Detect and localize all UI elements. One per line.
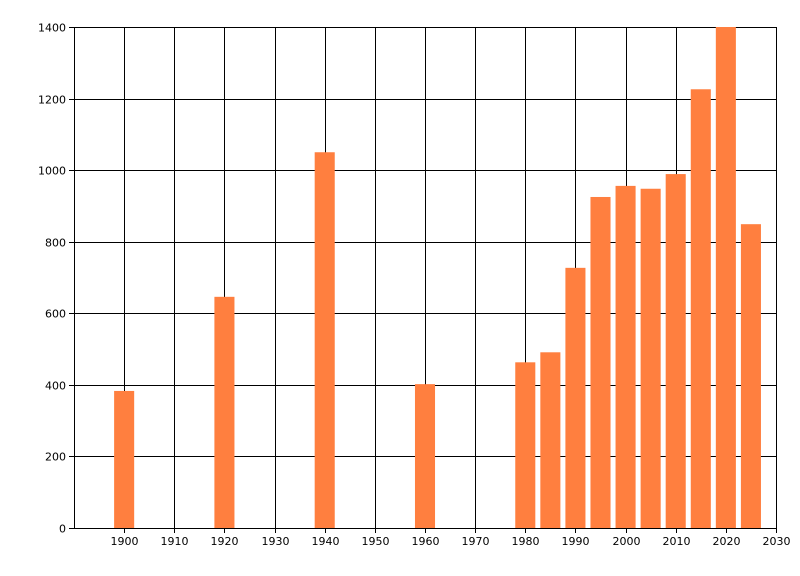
bar-2015 [690,89,711,528]
x-tick-label: 1900 [111,535,139,548]
x-tick-label: 1990 [562,535,590,548]
y-tick-label: 800 [45,237,66,250]
bar-1960 [414,384,436,528]
x-tick-label: 1950 [362,535,390,548]
x-tick-label: 2020 [713,535,741,548]
bar-1990 [565,267,586,528]
y-tick-label: 1000 [38,165,66,178]
y-tick-label: 600 [45,308,66,321]
x-tick-label: 2000 [613,535,641,548]
x-tick-label: 2030 [763,535,791,548]
bar-1920 [214,296,235,528]
bar-2025 [740,224,761,528]
y-tick-label: 400 [45,380,66,393]
x-tick-label: 1920 [211,535,239,548]
bar-2010 [665,174,686,528]
x-tick-label: 1970 [462,535,490,548]
bar-1900 [114,390,135,528]
x-axis-ticks: 1900 1910 1920 1930 1940 1950 1960 1970 1980 1990… [111,535,791,548]
x-tick-label: 1980 [512,535,540,548]
bar-2000 [615,185,636,529]
chart-bars [114,27,761,529]
x-tick-label: 1940 [312,535,340,548]
y-tick-label: 0 [59,523,66,536]
chart-axes [69,27,777,533]
y-tick-label: 200 [45,451,66,464]
bar-1985 [540,352,561,528]
x-tick-label: 1960 [412,535,440,548]
y-tick-label: 1400 [38,22,66,35]
x-tick-label: 2010 [663,535,691,548]
bar-2020 [715,27,736,528]
bar-1995 [590,196,611,528]
bar-2005 [640,188,661,528]
bar-1940 [314,152,335,528]
bar-1980 [515,362,536,528]
x-tick-label: 1930 [262,535,290,548]
y-tick-label: 1200 [38,94,66,107]
y-axis-ticks: 0 200 400 600 800 1000 1200 1400 [38,22,66,536]
x-tick-label: 1910 [161,535,189,548]
